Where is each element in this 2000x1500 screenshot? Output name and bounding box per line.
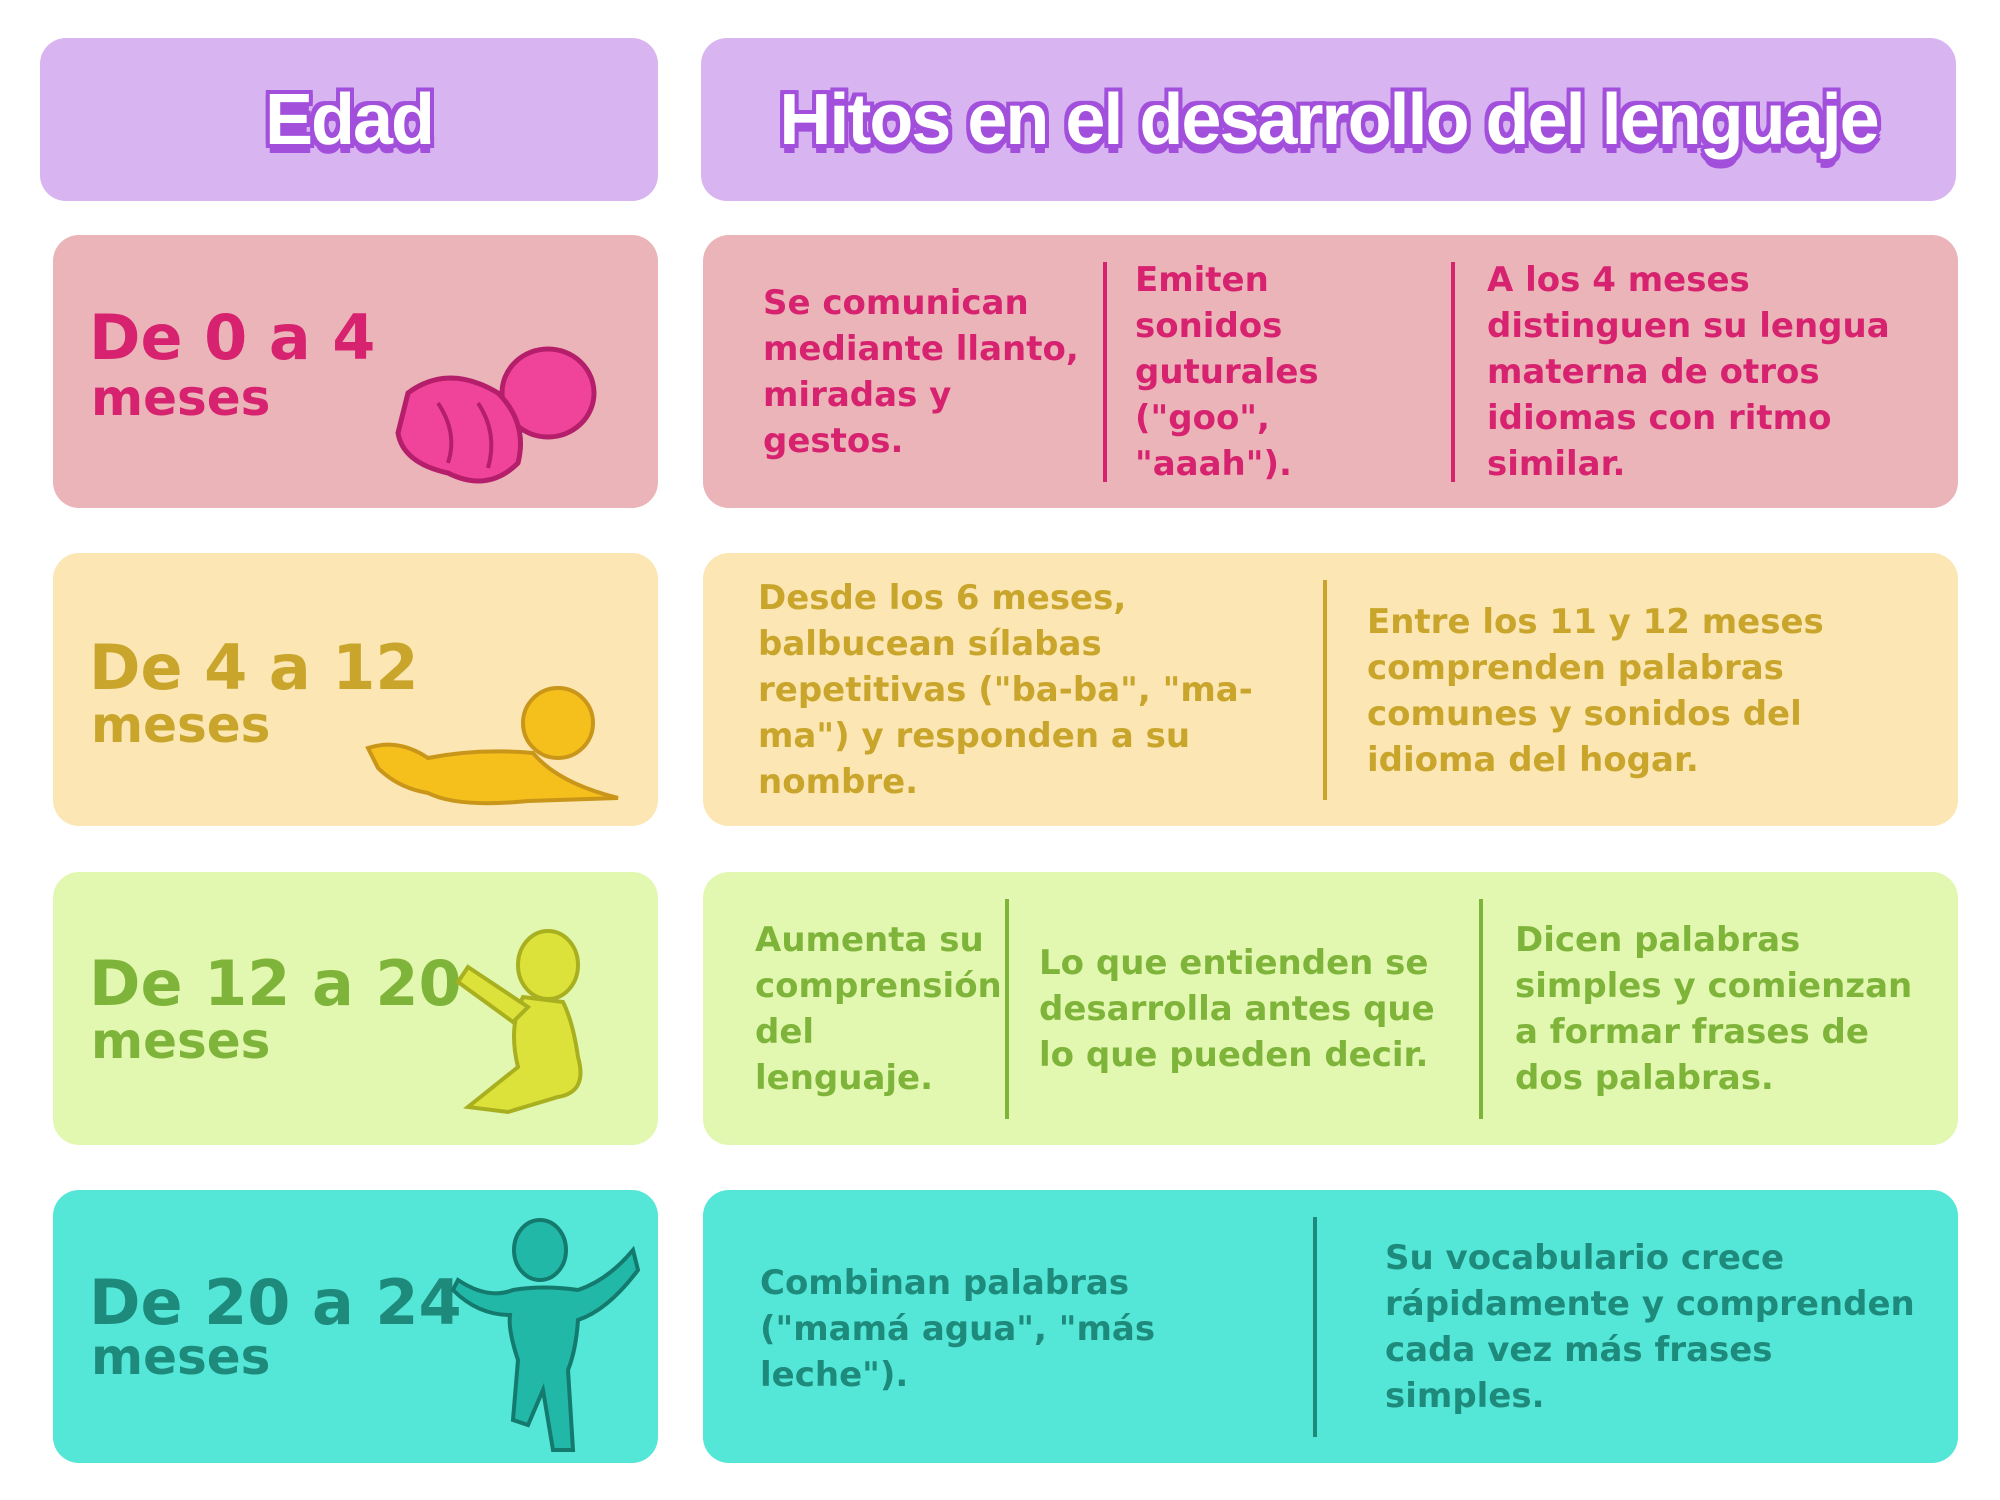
divider <box>1479 898 1483 1119</box>
milestones-card-0-4: Se comunican mediante llanto, miradas y … <box>703 235 1958 508</box>
age-card-20-24: De 20 a 24 meses <box>53 1190 658 1463</box>
age-range: De 20 a 24 <box>89 1266 462 1339</box>
milestone-text: Dicen palabras simples y comienzan a for… <box>1515 919 1913 1098</box>
milestones-card-4-12: Desde los 6 meses, balbucean sílabas rep… <box>703 553 1958 826</box>
sitting-baby-icon <box>455 929 583 1115</box>
milestones-card-12-20: Aumenta su comprensión del lenguaje. Lo … <box>703 872 1958 1145</box>
milestone-text: Se comunican mediante llanto, miradas y … <box>763 282 1079 461</box>
divider <box>1103 261 1107 482</box>
walking-toddler-icon <box>450 1218 641 1452</box>
milestone-text: Aumenta su comprensión del lenguaje. <box>755 919 1002 1098</box>
age-card-4-12: De 4 a 12 meses <box>53 553 658 826</box>
milestone-text: Combinan palabras ("mamá agua", "más lec… <box>760 1263 1156 1395</box>
age-range: De 4 a 12 <box>89 631 419 704</box>
milestones-header: Hitos en el desarrollo del lenguaje <box>701 38 1956 201</box>
milestones-header-title: Hitos en el desarrollo del lenguaje <box>779 79 1879 160</box>
age-unit: meses <box>91 369 271 427</box>
divider <box>1313 1216 1317 1437</box>
age-unit: meses <box>91 1328 271 1386</box>
age-card-0-4: De 0 a 4 meses <box>53 235 658 508</box>
milestone-text: A los 4 meses distinguen su lengua mater… <box>1487 259 1890 484</box>
milestone-text: Entre los 11 y 12 meses comprenden palab… <box>1367 602 1824 780</box>
age-header: Edad <box>40 38 658 201</box>
milestone-text: Desde los 6 meses, balbucean sílabas rep… <box>758 577 1253 802</box>
milestones-card-20-24: Combinan palabras ("mamá agua", "más lec… <box>703 1190 1958 1463</box>
milestone-text: Lo que entienden se desarrolla antes que… <box>1039 942 1435 1075</box>
divider <box>1323 579 1327 800</box>
age-range: De 0 a 4 <box>89 301 376 374</box>
age-unit: meses <box>91 696 271 754</box>
age-unit: meses <box>91 1012 271 1070</box>
newborn-baby-icon <box>395 346 597 484</box>
age-card-12-20: De 12 a 20 meses <box>53 872 658 1145</box>
milestone-text: Su vocabulario crece rápidamente y compr… <box>1385 1237 1915 1416</box>
milestone-text: Emiten sonidos guturales ("goo", "aaah")… <box>1135 259 1319 484</box>
age-range: De 12 a 20 <box>89 947 462 1020</box>
crawling-baby-icon <box>365 686 619 806</box>
age-header-title: Edad <box>264 79 435 160</box>
divider <box>1005 898 1009 1119</box>
divider <box>1451 261 1455 482</box>
